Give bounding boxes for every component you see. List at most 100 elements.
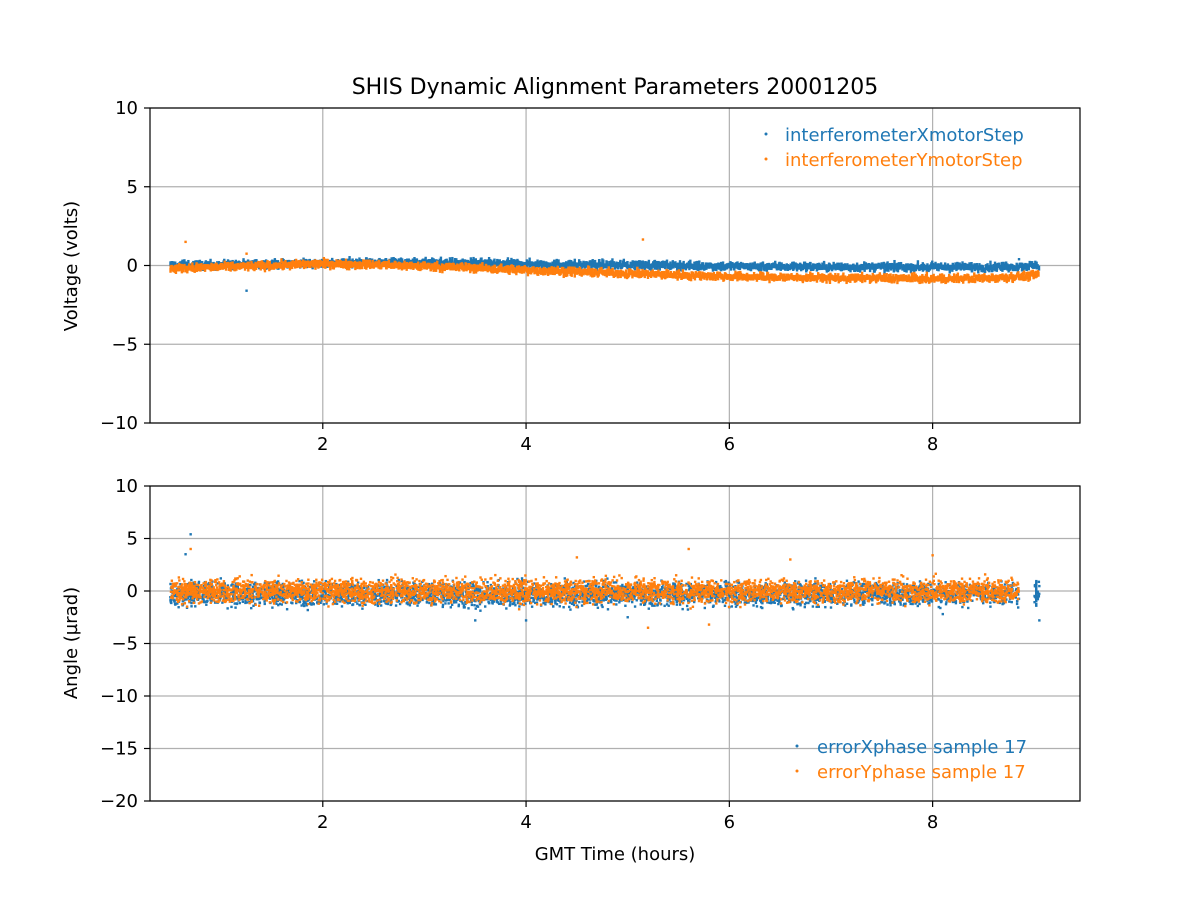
voltage-point (912, 275, 915, 281)
angle-point (452, 599, 456, 602)
angle-point (975, 593, 979, 597)
angle-point (823, 600, 826, 603)
voltage-point (948, 275, 952, 281)
voltage-point (510, 257, 513, 263)
angle-point (803, 603, 807, 606)
angle-point (833, 582, 836, 585)
voltage-point (214, 265, 217, 271)
voltage-point (423, 261, 427, 267)
voltage-point (209, 258, 212, 264)
angle-point (702, 587, 706, 590)
voltage-point (374, 261, 377, 267)
angle-point (478, 602, 482, 606)
angle-point (875, 583, 879, 586)
angle-point (596, 606, 600, 609)
voltage-point (643, 273, 646, 279)
voltage-point (891, 275, 895, 281)
angle-point (533, 582, 536, 585)
angle-point (862, 584, 865, 588)
voltage-point (693, 275, 697, 281)
angle-point (841, 602, 845, 605)
voltage-point (834, 276, 838, 282)
voltage-point (589, 271, 592, 277)
voltage-point (805, 262, 808, 268)
voltage-point (609, 265, 612, 271)
voltage-point (415, 263, 419, 269)
angle-point (362, 599, 365, 602)
voltage-point (928, 264, 932, 270)
angle-point (339, 596, 342, 599)
voltage-point (195, 262, 198, 268)
angle-point (853, 598, 856, 601)
voltage-point (1034, 260, 1037, 266)
voltage-point (670, 273, 674, 279)
angle-point (944, 594, 947, 598)
voltage-point (1027, 276, 1030, 282)
voltage-point (689, 276, 693, 282)
voltage-point (982, 276, 985, 282)
angle-point (397, 578, 400, 582)
voltage-point (767, 275, 770, 281)
voltage-point (502, 261, 506, 267)
voltage-point (561, 266, 565, 272)
angle-point (353, 584, 356, 587)
voltage-point (913, 276, 917, 282)
voltage-point (234, 259, 238, 265)
voltage-point (459, 259, 462, 265)
voltage-point (525, 259, 529, 265)
voltage-point (307, 262, 311, 268)
angle-point (230, 605, 233, 609)
angle-point (275, 582, 279, 585)
voltage-point (801, 278, 805, 284)
voltage-point (811, 272, 814, 278)
angle-point (394, 604, 398, 607)
voltage-point (749, 266, 753, 272)
angle-point (549, 596, 552, 600)
voltage-point (578, 267, 582, 273)
angle-point (489, 591, 492, 595)
voltage-point (680, 262, 683, 268)
voltage-point (576, 263, 579, 269)
angle-point (300, 604, 303, 607)
voltage-ytick-label: 5 (127, 177, 138, 198)
voltage-point (619, 259, 622, 265)
voltage-point (540, 264, 544, 270)
angle-point (299, 595, 302, 598)
angle-point (406, 586, 410, 590)
angle-point (300, 579, 304, 582)
voltage-point (384, 261, 387, 267)
voltage-point (942, 264, 945, 270)
angle-point (466, 596, 470, 599)
voltage-point (725, 264, 728, 270)
voltage-point (670, 263, 673, 269)
angle-point (752, 604, 755, 607)
voltage-point (926, 263, 929, 269)
voltage-point (601, 264, 604, 270)
voltage-point (508, 259, 511, 265)
voltage-point (677, 263, 681, 269)
voltage-point (654, 262, 658, 268)
voltage-point (916, 262, 920, 268)
voltage-point (519, 261, 522, 267)
voltage-point (498, 260, 501, 266)
voltage-point (905, 267, 908, 273)
angle-point (444, 602, 447, 605)
angle-point (1015, 602, 1019, 606)
angle-point (860, 584, 863, 588)
voltage-point (253, 259, 257, 265)
voltage-point (376, 262, 379, 268)
angle-point (734, 591, 738, 595)
voltage-point (838, 262, 841, 268)
angle-point (366, 586, 369, 589)
voltage-point (899, 261, 903, 267)
voltage-point (687, 260, 691, 266)
voltage-point (575, 267, 579, 273)
voltage-point (514, 267, 517, 273)
voltage-point (658, 265, 662, 271)
voltage-point (624, 269, 628, 275)
chart-title: SHIS Dynamic Alignment Parameters 200012… (352, 75, 879, 100)
voltage-point (451, 256, 454, 262)
angle-point (766, 601, 769, 604)
voltage-point (631, 260, 635, 266)
angle-point (444, 599, 448, 602)
